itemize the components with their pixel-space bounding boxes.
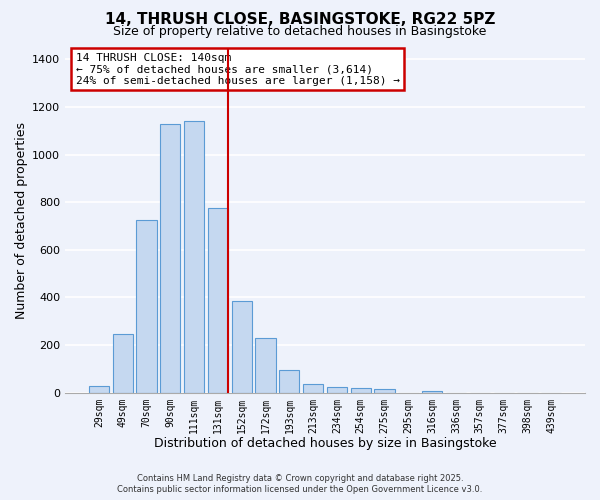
Y-axis label: Number of detached properties: Number of detached properties [15,122,28,318]
Bar [160,124,181,392]
X-axis label: Distribution of detached houses by size in Basingstoke: Distribution of detached houses by size … [154,437,496,450]
Text: 14, THRUSH CLOSE, BASINGSTOKE, RG22 5PZ: 14, THRUSH CLOSE, BASINGSTOKE, RG22 5PZ [105,12,495,28]
Bar [422,391,442,392]
Bar [232,301,252,392]
Bar [303,384,323,392]
Text: Size of property relative to detached houses in Basingstoke: Size of property relative to detached ho… [113,25,487,38]
Bar [279,370,299,392]
Bar [350,388,371,392]
Bar [113,334,133,392]
Bar [374,389,395,392]
Text: Contains HM Land Registry data © Crown copyright and database right 2025.
Contai: Contains HM Land Registry data © Crown c… [118,474,482,494]
Bar [256,338,275,392]
Bar [208,208,228,392]
Bar [136,220,157,392]
Text: 14 THRUSH CLOSE: 140sqm
← 75% of detached houses are smaller (3,614)
24% of semi: 14 THRUSH CLOSE: 140sqm ← 75% of detache… [76,52,400,86]
Bar [184,122,204,392]
Bar [327,387,347,392]
Bar [89,386,109,392]
